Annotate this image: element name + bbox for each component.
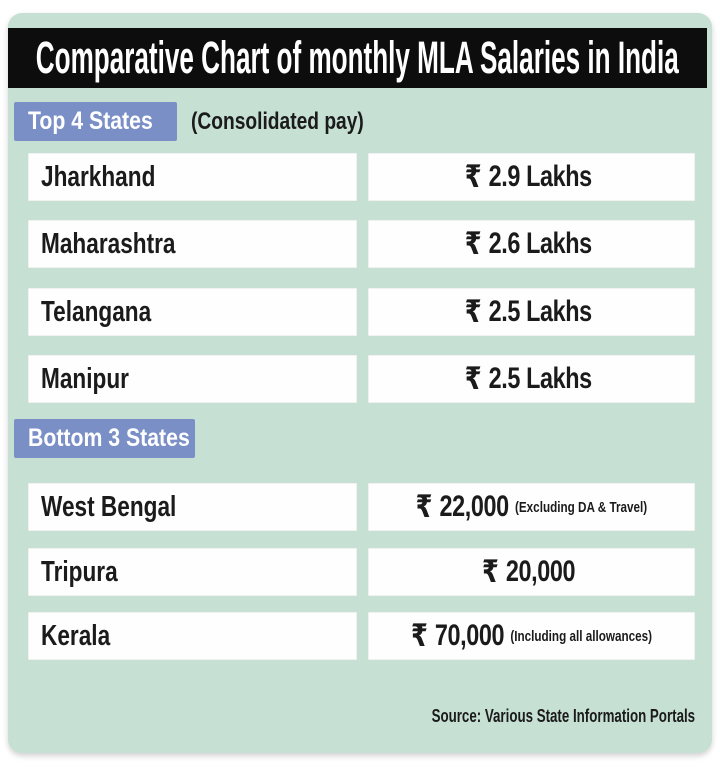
value-cell: ₹ 2.9 Lakhs [368,153,695,201]
table-row-jharkhand: Jharkhand ₹ 2.9 Lakhs [28,153,695,201]
value-group: ₹ 2.5 Lakhs [465,294,598,330]
rupee-icon: ₹ [464,159,482,194]
salary-amount: 2.9 Lakhs [488,160,593,193]
title-bar: Comparative Chart of monthly MLA Salarie… [8,28,707,88]
state-cell: Tripura [28,548,357,596]
salary-amount: 2.5 Lakhs [488,362,593,395]
table-row-manipur: Manipur ₹ 2.5 Lakhs [28,355,695,403]
value-group: ₹ 20,000 [482,554,581,590]
section-label-top-4-states: Top 4 States [14,102,177,141]
salary-amount: 2.5 Lakhs [488,295,593,328]
table-row-tripura: Tripura ₹ 20,000 [28,548,695,596]
state-cell: Telangana [28,288,357,336]
rupee-icon: ₹ [410,618,428,653]
value-group: ₹ 70,000 (Including all allowances) [411,618,652,654]
rupee-icon: ₹ [464,294,482,329]
value-cell: ₹ 2.6 Lakhs [368,220,695,268]
table-row-west-bengal: West Bengal ₹ 22,000 (Excluding DA & Tra… [28,483,695,531]
value-group: ₹ 2.6 Lakhs [465,226,598,262]
state-name: Jharkhand [41,160,156,193]
state-cell: Manipur [28,355,357,403]
salary-amount: 22,000 [439,490,510,523]
consolidated-pay-note-text: (Consolidated pay) [191,107,364,135]
source-credit-text: Source: Various State Information Portal… [431,706,695,726]
rupee-icon: ₹ [415,489,433,524]
value-cell: ₹ 2.5 Lakhs [368,288,695,336]
value-group: ₹ 2.9 Lakhs [465,159,598,195]
salary-amount: 70,000 [434,619,505,652]
table-row-telangana: Telangana ₹ 2.5 Lakhs [28,288,695,336]
chart-board: Comparative Chart of monthly MLA Salarie… [8,13,712,753]
source-credit: Source: Various State Information Portal… [339,706,695,727]
section-label-text: Bottom 3 States [28,424,190,452]
section-header-bottom-3: Bottom 3 States [14,419,712,458]
value-cell: ₹ 20,000 [368,548,695,596]
value-cell: ₹ 2.5 Lakhs [368,355,695,403]
section-label-text: Top 4 States [28,107,153,135]
amount-note: (Including all allowances) [510,627,653,645]
rupee-icon: ₹ [464,226,482,261]
state-name: Manipur [41,362,129,395]
state-cell: West Bengal [28,483,357,531]
salary-amount: 2.6 Lakhs [488,227,593,260]
value-group: ₹ 2.5 Lakhs [465,361,598,397]
value-cell: ₹ 22,000 (Excluding DA & Travel) [368,483,695,531]
rupee-icon: ₹ [481,554,499,589]
salary-amount: 20,000 [505,555,576,588]
chart-title: Comparative Chart of monthly MLA Salarie… [36,32,679,83]
state-name: Tripura [41,555,118,588]
consolidated-pay-note: (Consolidated pay) [191,108,407,136]
state-cell: Maharashtra [28,220,357,268]
table-row-maharashtra: Maharashtra ₹ 2.6 Lakhs [28,220,695,268]
value-group: ₹ 22,000 (Excluding DA & Travel) [416,489,648,525]
state-name: West Bengal [41,490,177,523]
state-name: Kerala [41,619,111,652]
state-cell: Jharkhand [28,153,357,201]
section-label-bottom-3-states: Bottom 3 States [14,419,195,458]
amount-note: (Excluding DA & Travel) [515,498,648,516]
state-name: Telangana [41,295,152,328]
state-cell: Kerala [28,612,357,660]
rupee-icon: ₹ [464,361,482,396]
section-header-top-4: Top 4 States (Consolidated pay) [14,102,712,141]
table-row-kerala: Kerala ₹ 70,000 (Including all allowance… [28,612,695,660]
state-name: Maharashtra [41,227,176,260]
value-cell: ₹ 70,000 (Including all allowances) [368,612,695,660]
